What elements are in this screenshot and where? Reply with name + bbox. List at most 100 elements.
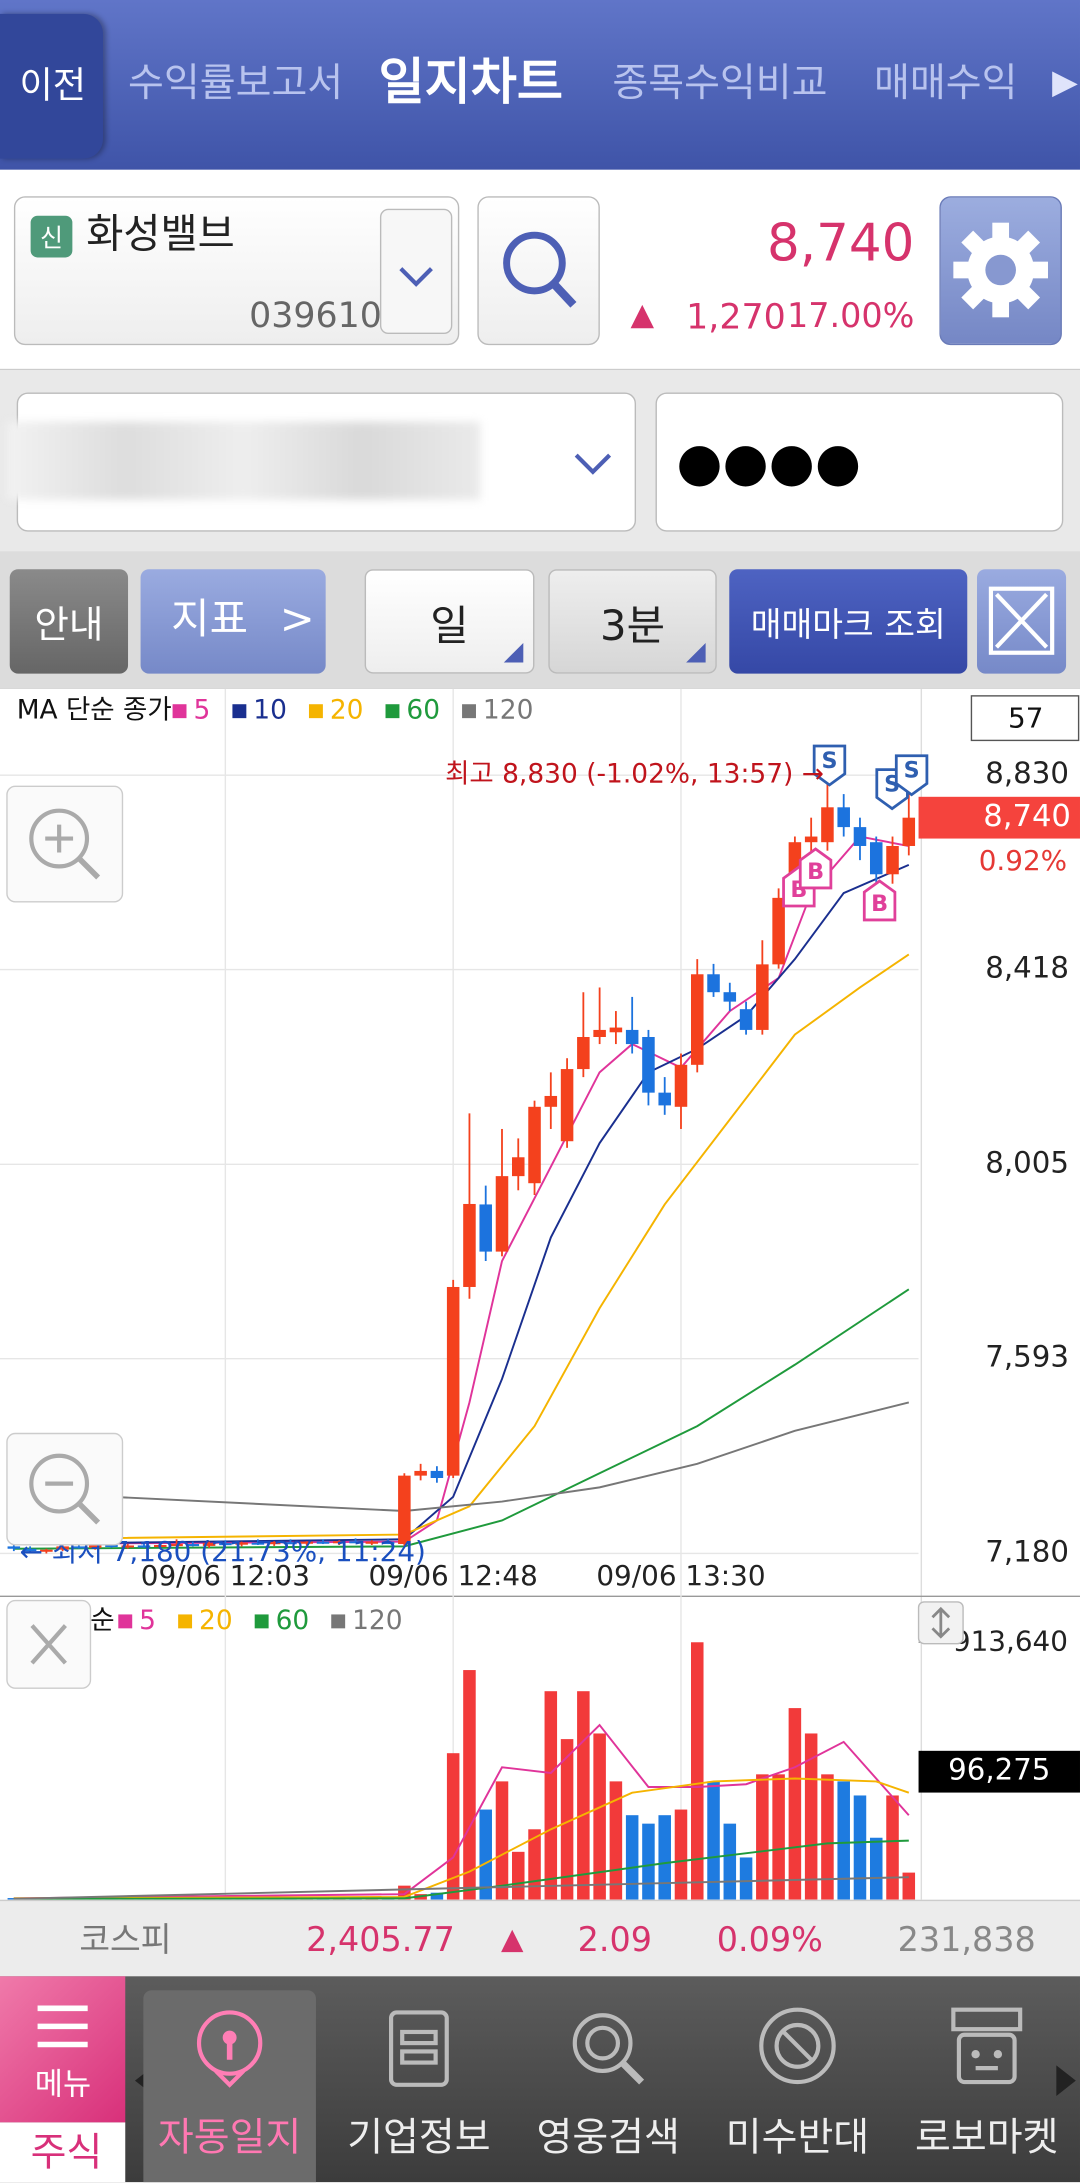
legend-swatch	[232, 704, 247, 719]
legend-label: 5	[139, 1605, 156, 1636]
high-note: 최고 8,830 (-1.02%, 13:57) →	[445, 759, 824, 790]
legend-title: MA 단순 종가	[17, 695, 172, 726]
nav-right-arrow[interactable]	[1051, 2063, 1079, 2099]
resize-icon	[931, 1606, 951, 1639]
nav-item[interactable]: 로보마켓	[900, 1976, 1073, 2182]
candle-body	[88, 1544, 102, 1548]
candle-body	[625, 1029, 639, 1045]
period-button[interactable]: 일	[364, 569, 535, 674]
gear-icon	[933, 203, 1068, 337]
legend-label: 60	[406, 695, 440, 726]
stock-selector[interactable]: 신 화성밸브 039610	[13, 196, 460, 346]
nav-icon	[572, 2013, 645, 2085]
account-selector[interactable]	[6, 392, 637, 532]
blurred-account	[6, 421, 481, 500]
nav-item[interactable]: 미수반대	[711, 1976, 884, 2182]
search-button[interactable]	[477, 196, 600, 346]
sell-marker: S	[894, 754, 929, 797]
candle-body	[154, 1544, 167, 1548]
marker-shape	[798, 847, 833, 890]
candle-body	[137, 1545, 151, 1548]
index-arrow: ▲	[501, 1922, 524, 1956]
candle-body	[186, 1544, 200, 1547]
legend-label: 20	[330, 695, 364, 726]
zoom-handle	[76, 856, 101, 880]
candle-body	[560, 1069, 574, 1142]
dropdown[interactable]	[379, 208, 453, 335]
nav-item[interactable]: 자동일지	[143, 1990, 316, 2183]
nav-item[interactable]: 영웅검색	[522, 1976, 695, 2182]
current-change: 0.92%	[979, 844, 1067, 877]
nav-label: 영웅검색	[536, 2114, 680, 2160]
legend-label: 120	[483, 695, 533, 726]
volume-bar	[674, 1809, 688, 1900]
legend-label: 10	[253, 695, 287, 726]
tab[interactable]: 매매수익	[874, 59, 1018, 106]
stock-code: 039610	[249, 295, 382, 336]
guide-button[interactable]: 안내	[9, 569, 129, 674]
volume-bar	[544, 1691, 558, 1900]
current-price-label: 8,740	[983, 799, 1071, 834]
y-tick-label: 913,640	[953, 1624, 1068, 1657]
volume-bar	[804, 1733, 818, 1900]
change-arrow: ▲	[630, 297, 655, 333]
interval-button[interactable]: 3분	[548, 569, 717, 674]
zoom-sign	[45, 824, 74, 853]
expand-button[interactable]	[977, 569, 1067, 674]
nav-label: 로보마켓	[915, 2114, 1059, 2160]
search-icon	[503, 231, 577, 308]
x-tick-label: 09/06 12:48	[369, 1559, 538, 1592]
candle-body	[804, 836, 818, 843]
volume-bar	[869, 1837, 883, 1900]
zoom-out-button[interactable]	[6, 1432, 124, 1546]
marker-label: S	[821, 748, 837, 774]
password-box[interactable]: ●●●●	[655, 392, 1064, 532]
candle-body	[723, 992, 737, 1002]
index-name: 코스피	[79, 1920, 172, 1960]
home-tab[interactable]: 주식	[0, 2122, 126, 2183]
legend-swatch	[172, 704, 187, 719]
back-button[interactable]: 이전	[0, 13, 103, 159]
menu-button[interactable]: 메뉴	[0, 1976, 126, 2123]
legend-label: 120	[352, 1605, 402, 1636]
candle-body	[365, 1541, 379, 1544]
marker-shape	[894, 754, 929, 797]
candle-body	[202, 1543, 216, 1546]
change-rate: 17.00%	[787, 296, 915, 336]
ma-line	[13, 863, 910, 1545]
stock-row: 신 화성밸브 039610 8,740 ▲ 1,270 17.00%	[0, 169, 1080, 371]
index-bar: 코스피 2,405.77 ▲ 2.09 0.09% 231,838	[0, 1899, 1080, 1977]
tab[interactable]: 종목수익비교	[612, 59, 828, 106]
volume-bar	[902, 1872, 916, 1900]
tab-active[interactable]: 일지차트	[378, 54, 563, 112]
volume-bar	[821, 1774, 834, 1900]
nav-icon	[196, 2010, 263, 2088]
marker-label: S	[904, 758, 920, 784]
period-box	[970, 695, 1080, 742]
legend-label: 60	[276, 1605, 310, 1636]
candle-body	[609, 1027, 623, 1033]
index-change: 2.09	[577, 1920, 652, 1960]
candle-body	[40, 1549, 53, 1552]
candle-body	[463, 1203, 476, 1287]
candle-body	[495, 1176, 509, 1252]
ma-line	[13, 1723, 910, 1900]
tab[interactable]: 수익률보고서	[128, 59, 344, 106]
zoom-in-button[interactable]	[6, 785, 124, 903]
corner-mark	[686, 642, 706, 663]
trade-marks-button[interactable]: 매매마크 조회	[729, 569, 968, 674]
buy-marker: B	[862, 879, 897, 922]
candle-body	[642, 1036, 655, 1093]
candle-body	[316, 1541, 330, 1544]
x-tick-label: 09/06 12:03	[141, 1559, 310, 1592]
indicator-button[interactable]: 지표 >	[140, 569, 326, 674]
settings-button[interactable]	[933, 196, 1068, 346]
price: 8,740	[766, 212, 915, 273]
tab-more[interactable]: ▶	[1052, 62, 1078, 102]
indicator-label: 지표	[171, 595, 249, 645]
candle-body	[512, 1157, 525, 1177]
candle-body	[23, 1548, 37, 1552]
nav-item[interactable]: 기업정보	[333, 1976, 506, 2182]
volume-bar	[886, 1795, 899, 1900]
y-tick-label: 8,830	[985, 756, 1069, 790]
